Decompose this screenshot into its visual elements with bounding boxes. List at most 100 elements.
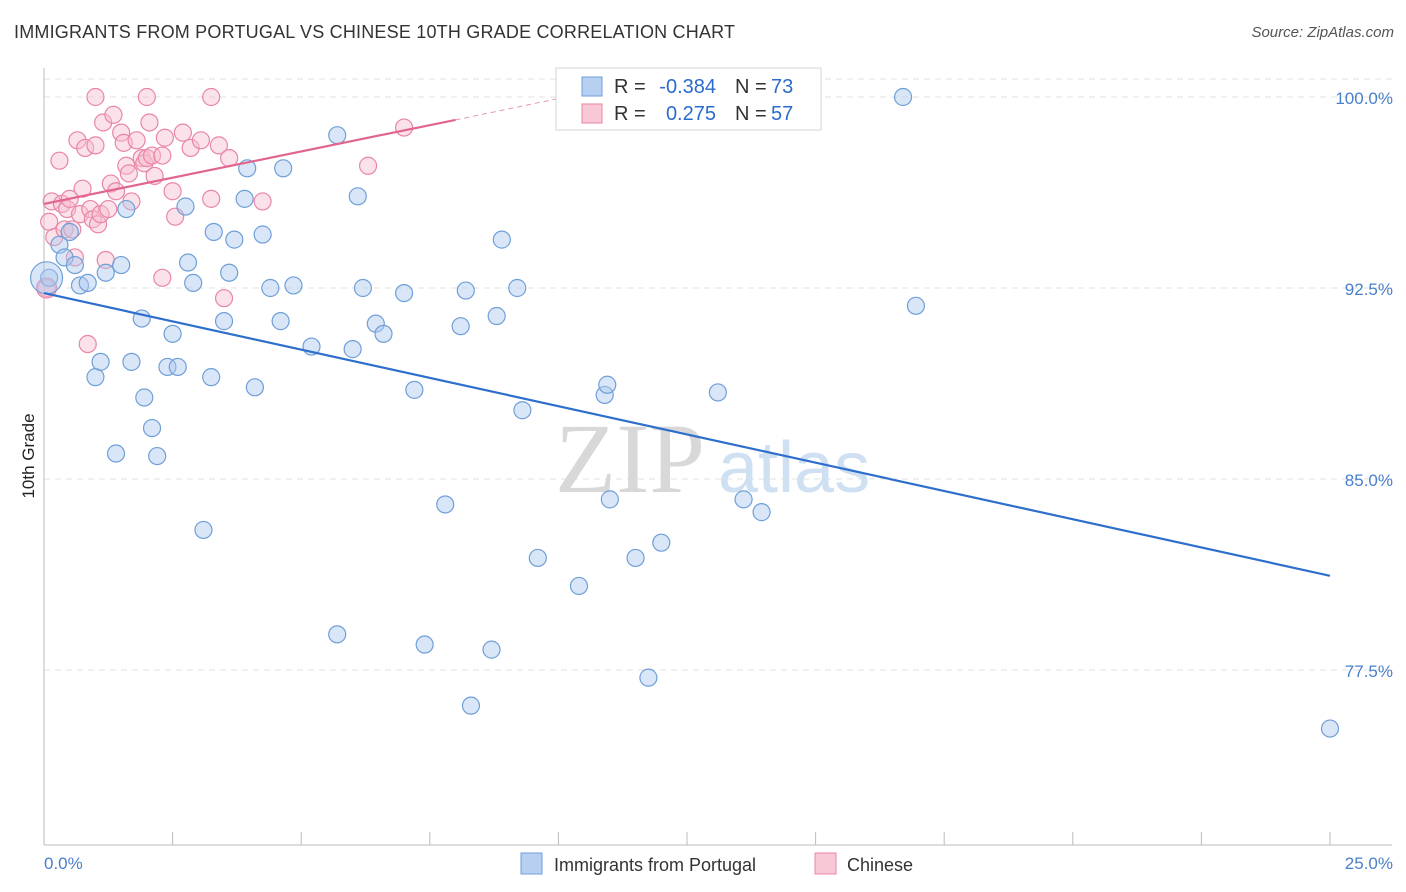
y-tick-labels: 77.5% 85.0% 92.5% 100.0% bbox=[1335, 89, 1393, 681]
legend-n-key-1: N = bbox=[735, 76, 767, 98]
legend-label-chinese: Chinese bbox=[847, 855, 913, 875]
portugal-point bbox=[78, 273, 97, 293]
chinese-point bbox=[253, 192, 272, 211]
portugal-point bbox=[271, 312, 290, 331]
portugal-point bbox=[96, 263, 115, 282]
chinese-point bbox=[78, 334, 97, 354]
chinese-point bbox=[153, 268, 172, 287]
chinese-point bbox=[137, 149, 156, 168]
portugal-point bbox=[91, 352, 110, 371]
portugal-point bbox=[106, 444, 126, 463]
legend-swatch-portugal bbox=[581, 76, 603, 97]
trend-line-chinese bbox=[43, 118, 456, 206]
chinese-point bbox=[86, 87, 105, 107]
portugal-point bbox=[639, 668, 658, 687]
chinese-point bbox=[94, 113, 113, 132]
portugal-point bbox=[508, 278, 527, 298]
legend-n-value-2: 57 bbox=[771, 103, 793, 125]
portugal-point bbox=[752, 503, 771, 522]
portugal-point bbox=[456, 281, 475, 300]
portugal-point bbox=[245, 378, 265, 397]
y-tick-label: 85.0% bbox=[1345, 471, 1393, 490]
portugal-point bbox=[204, 222, 223, 242]
legend-r-key-2: R = bbox=[614, 103, 646, 125]
portugal-point bbox=[394, 283, 414, 303]
portugal-point bbox=[708, 383, 727, 402]
portugal-point bbox=[734, 490, 753, 509]
portugal-point bbox=[178, 253, 198, 272]
portugal-point bbox=[194, 520, 213, 540]
chinese-point bbox=[50, 151, 69, 170]
portugal-point bbox=[168, 357, 187, 377]
trend-line-portugal bbox=[43, 292, 1331, 577]
portugal-point bbox=[415, 635, 434, 654]
chinese-point bbox=[99, 199, 118, 219]
portugal-point bbox=[261, 278, 280, 298]
legend-n-key-2: N = bbox=[735, 103, 767, 125]
portugal-point bbox=[374, 324, 393, 343]
portugal-point bbox=[598, 375, 617, 394]
legend-label-portugal: Immigrants from Portugal bbox=[554, 855, 756, 875]
y-tick-label: 92.5% bbox=[1345, 280, 1393, 299]
portugal-point bbox=[513, 401, 532, 420]
chinese-point bbox=[86, 136, 105, 155]
chinese-point bbox=[104, 105, 123, 124]
portugal-point bbox=[328, 625, 347, 644]
series-legend: Immigrants from Portugal Chinese bbox=[520, 852, 913, 875]
chinese-point bbox=[142, 146, 162, 165]
chinese-point bbox=[173, 123, 192, 142]
portugal-point bbox=[86, 368, 105, 387]
y-tick-label: 100.0% bbox=[1335, 89, 1393, 108]
portugal-point bbox=[158, 357, 177, 377]
portugal-point bbox=[163, 324, 182, 343]
portugal-point bbox=[135, 388, 154, 407]
chinese-point bbox=[202, 189, 221, 208]
portugal-point bbox=[284, 276, 303, 295]
chinese-point bbox=[40, 212, 59, 231]
portugal-point bbox=[436, 495, 455, 514]
portugal-point bbox=[176, 197, 195, 216]
chinese-point bbox=[394, 118, 414, 137]
portugal-point bbox=[405, 380, 424, 399]
portugal-point bbox=[906, 296, 926, 315]
portugal-point bbox=[487, 306, 506, 326]
chinese-point bbox=[163, 182, 182, 201]
legend-n-value-1: 73 bbox=[771, 76, 793, 98]
portugal-point bbox=[225, 230, 244, 249]
y-tick-label: 77.5% bbox=[1345, 662, 1393, 681]
x-tick-label-min: 0.0% bbox=[44, 854, 83, 873]
chinese-point bbox=[191, 131, 210, 150]
chinese-point bbox=[202, 87, 221, 107]
portugal-point bbox=[220, 263, 239, 282]
portugal-point bbox=[482, 640, 501, 659]
chinese-point bbox=[181, 138, 200, 158]
chinese-point bbox=[135, 154, 154, 173]
chinese-point bbox=[137, 87, 156, 107]
legend-marker-chinese bbox=[814, 852, 837, 875]
x-tick-label-max: 25.0% bbox=[1345, 854, 1393, 873]
legend-marker-portugal bbox=[520, 852, 543, 875]
legend-r-value-2: 0.275 bbox=[666, 103, 716, 125]
portugal-point bbox=[348, 187, 367, 206]
portugal-point bbox=[202, 368, 221, 387]
portugal-point bbox=[366, 314, 385, 333]
portugal-point bbox=[60, 222, 79, 242]
portugal-point bbox=[461, 696, 481, 715]
portugal-point bbox=[893, 87, 913, 107]
portugal-point bbox=[569, 576, 589, 596]
chart-source: Source: ZipAtlas.com bbox=[1251, 24, 1394, 41]
chinese-point bbox=[153, 146, 172, 165]
portugal-point bbox=[55, 248, 74, 267]
portugal-point bbox=[451, 317, 470, 336]
watermark-zip: ZIP bbox=[555, 403, 705, 514]
x-tick-labels: 0.0% 25.0% bbox=[44, 854, 1393, 873]
portugal-point bbox=[600, 490, 619, 509]
chinese-point bbox=[68, 131, 87, 150]
portugal-point bbox=[1320, 719, 1340, 738]
portugal-point bbox=[652, 533, 671, 552]
portugal-point bbox=[122, 352, 141, 371]
portugal-point bbox=[253, 225, 272, 244]
portugal-point bbox=[492, 230, 511, 249]
portugal-point bbox=[528, 548, 547, 568]
